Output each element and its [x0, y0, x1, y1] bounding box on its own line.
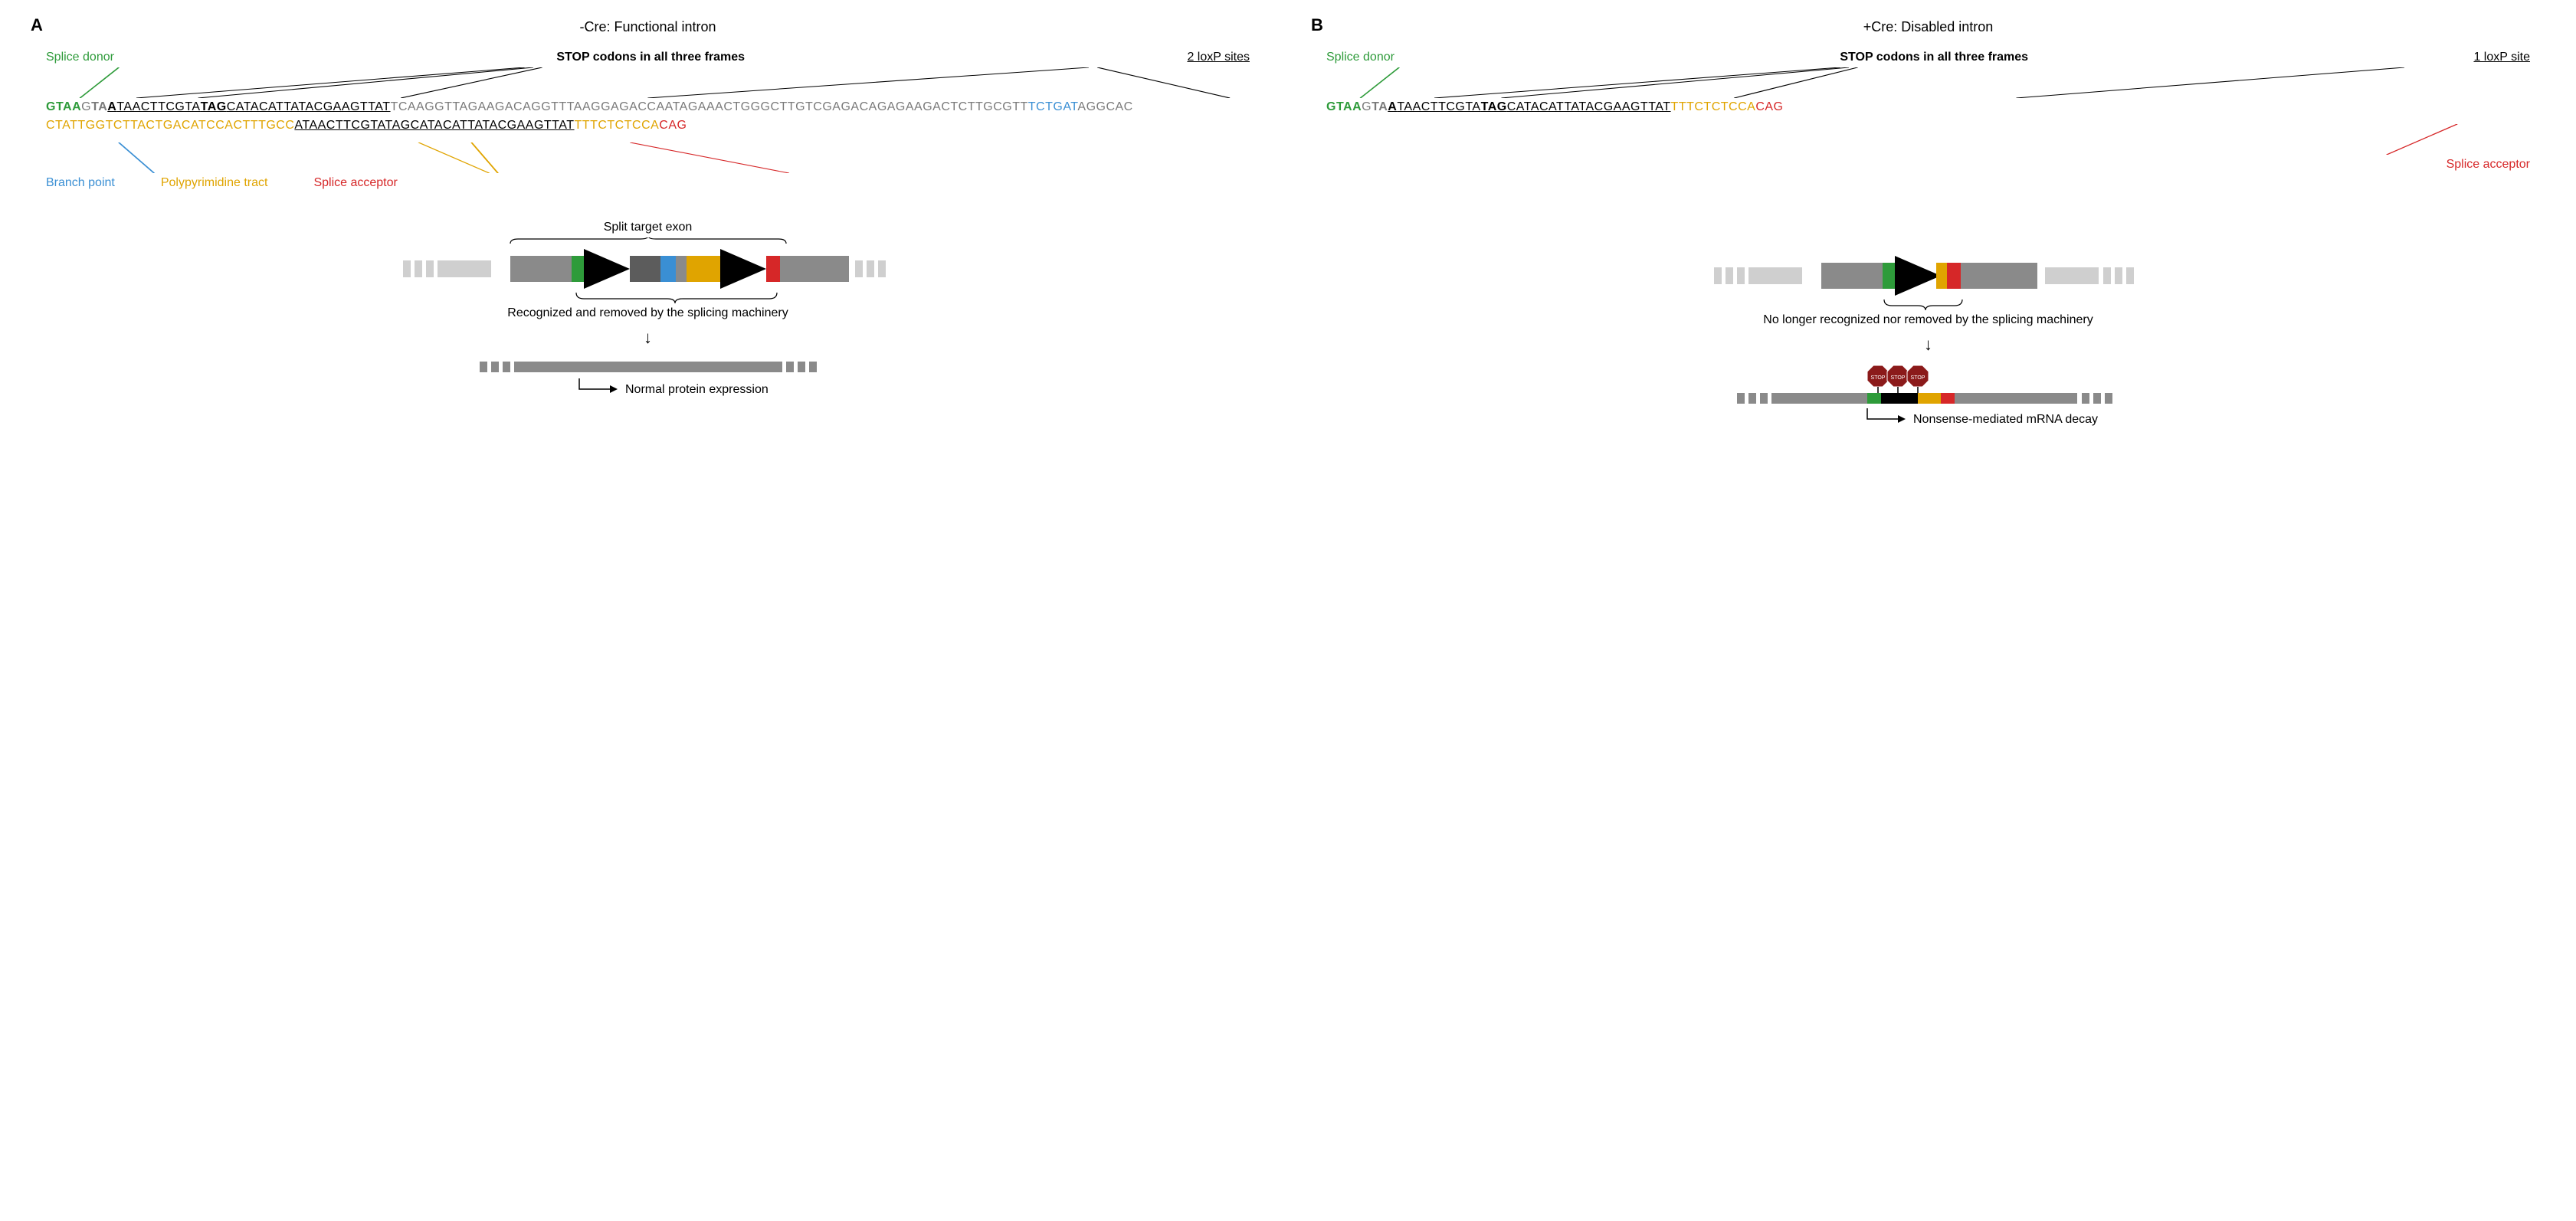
panel-a-outcome-arrow: Normal protein expression	[480, 378, 817, 401]
sequence-a: GTAAGTAATAACTTCGTATAGCATACATTATACGAAGTTA…	[46, 98, 1250, 135]
panel-b-callouts-top: Splice donor STOP codons in all three fr…	[1326, 51, 2530, 64]
panel-a: A -Cre: Functional intron Splice donor S…	[31, 15, 1265, 431]
panel-a-mrna	[480, 355, 817, 378]
panel-a-label: A	[31, 15, 43, 35]
panel-b-diagram: No longer recognized nor removed by the …	[1311, 244, 2545, 431]
svg-text:STOP: STOP	[1870, 375, 1885, 381]
panel-b: B +Cre: Disabled intron Splice donor STO…	[1311, 15, 2545, 431]
panel-a-title: -Cre: Functional intron	[31, 19, 1265, 35]
panel-a-top-lines	[31, 67, 1265, 98]
svg-text:STOP: STOP	[1890, 375, 1905, 381]
svg-text:STOP: STOP	[1910, 375, 1925, 381]
panel-b-outcome-arrow: Nonsense-mediated mRNA decay	[1737, 408, 2120, 431]
stop-sign-icon: STOP	[1887, 365, 1909, 393]
figure: A -Cre: Functional intron Splice donor S…	[31, 15, 2545, 431]
panel-b-mrna: STOP STOP STOP	[1737, 362, 2120, 408]
stop-codons-label: STOP codons in all three frames	[556, 51, 745, 64]
panel-b-exon-diagram	[1714, 244, 2143, 298]
polypyrimidine-label: Polypyrimidine tract	[161, 176, 268, 190]
panel-a-bottom-lines	[31, 142, 1265, 173]
stop-codons-label: STOP codons in all three frames	[1840, 51, 2028, 64]
panel-b-label: B	[1311, 15, 1323, 35]
no-splice-label: No longer recognized nor removed by the …	[1311, 313, 2545, 327]
stop-sign-icon: STOP	[1867, 365, 1889, 393]
panel-a-callouts-bottom: Branch point Polypyrimidine tract Splice…	[46, 176, 1250, 190]
panel-a-callouts-top: Splice donor STOP codons in all three fr…	[46, 51, 1250, 64]
arrow-down-icon: ↓	[31, 328, 1265, 348]
sequence-b: GTAAGTAATAACTTCGTATAGCATACATTATACGAAGTTA…	[1326, 98, 2530, 116]
panel-a-exon-diagram	[403, 237, 893, 291]
splice-acceptor-label: Splice acceptor	[313, 176, 397, 190]
loxp-label: 1 loxP site	[2473, 51, 2530, 64]
panel-b-callouts-bottom: Splice acceptor	[1326, 158, 2530, 172]
split-exon-label: Split target exon	[31, 221, 1265, 234]
arrow-down-icon: ↓	[1311, 335, 2545, 355]
panel-b-bottom-brace	[1714, 298, 2143, 313]
outcome-a-text: Normal protein expression	[625, 383, 769, 396]
outcome-b-text: Nonsense-mediated mRNA decay	[1913, 413, 2098, 426]
splicing-label: Recognized and removed by the splicing m…	[31, 306, 1265, 320]
loxp-label: 2 loxP sites	[1187, 51, 1250, 64]
splice-acceptor-label: Splice acceptor	[2447, 158, 2530, 172]
splice-donor-label: Splice donor	[46, 51, 114, 64]
panel-a-diagram: Split target exon	[31, 221, 1265, 401]
panel-a-bottom-brace	[403, 291, 893, 306]
splice-donor-label: Splice donor	[1326, 51, 1395, 64]
panel-b-bottom-lines	[1311, 124, 2545, 155]
branch-point-label: Branch point	[46, 176, 115, 190]
panel-b-title: +Cre: Disabled intron	[1311, 19, 2545, 35]
panel-b-top-lines	[1311, 67, 2545, 98]
stop-sign-icon: STOP	[1907, 365, 1929, 393]
